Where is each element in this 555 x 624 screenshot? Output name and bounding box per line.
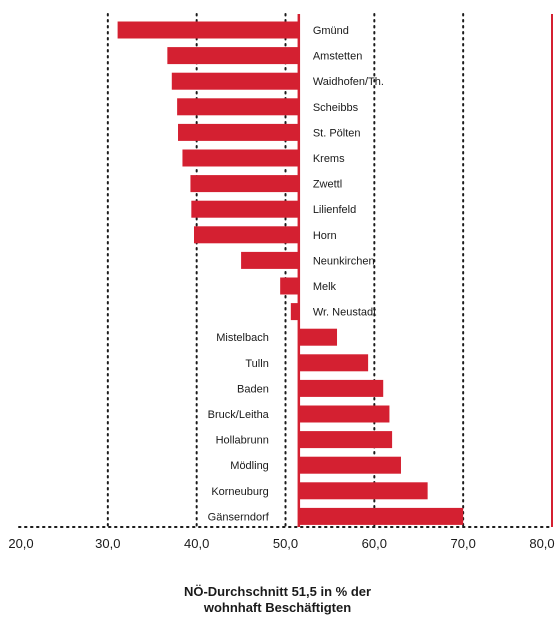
x-tick-label: 60,0: [362, 536, 387, 551]
bar-label: Horn: [313, 230, 337, 242]
footnote-line-1: NÖ-Durchschnitt 51,5 in % der: [183, 584, 372, 599]
bar-label: Baden: [237, 383, 269, 395]
bar: [191, 200, 299, 218]
x-tick-label: 80,0: [529, 536, 554, 551]
x-tick-label: 50,0: [273, 536, 298, 551]
bar: [298, 482, 428, 500]
x-tick-label: 40,0: [184, 536, 209, 551]
bar: [298, 507, 464, 525]
bar: [298, 431, 393, 449]
bar: [298, 456, 401, 474]
bar: [298, 354, 369, 372]
average-footnote: NÖ-Durchschnitt 51,5 in % der wohnhaft B…: [0, 584, 555, 616]
bars: [117, 21, 464, 525]
bar: [298, 328, 338, 346]
bar-label: Waidhofen/Th.: [313, 76, 384, 88]
bar-label: Korneuburg: [211, 486, 269, 498]
bar: [280, 277, 299, 295]
bar: [177, 98, 299, 116]
x-tick-label: 20,0: [8, 536, 33, 551]
bar-label: Zwettl: [313, 179, 342, 191]
footnote-line-2: wohnhaft Beschäftigten: [203, 600, 352, 615]
bar: [182, 149, 299, 167]
x-tick-label: 70,0: [451, 536, 476, 551]
bar-label: Scheibbs: [313, 102, 359, 114]
bar-chart: Gmünd Amstetten Waidhofen/Th. Scheibbs St. P…: [8, 13, 555, 551]
bar-label: Gmünd: [313, 25, 349, 37]
bar-label: Gänserndorf: [208, 511, 270, 523]
bar-label: Mistelbach: [216, 332, 269, 344]
bar: [190, 175, 299, 193]
bar: [117, 21, 299, 39]
gridlines: [106, 13, 465, 528]
x-tick-label: 30,0: [95, 536, 120, 551]
bar-label: Krems: [313, 153, 345, 165]
bar-label: Amstetten: [313, 51, 363, 63]
bar-label: Wr. Neustadt: [313, 307, 376, 319]
bar-label: Melk: [313, 281, 337, 293]
bar: [298, 405, 390, 423]
bar-label: Hollabrunn: [216, 435, 269, 447]
bar-label: Bruck/Leitha: [208, 409, 270, 421]
bar-labels: Gmünd Amstetten Waidhofen/Th. Scheibbs St. P…: [208, 25, 384, 523]
bar-label: Mödling: [230, 460, 269, 472]
x-axis: 20,0 30,0 40,0 50,0 60,0 70,0 80,0: [8, 14, 555, 551]
bar: [178, 123, 299, 141]
bar-label: Lilienfeld: [313, 204, 356, 216]
bar: [241, 251, 299, 269]
bar-label: Tulln: [245, 358, 268, 370]
bar-label: Neunkirchen: [313, 255, 375, 267]
bar: [290, 303, 299, 321]
bar: [167, 47, 299, 65]
bar-label: St. Pölten: [313, 127, 361, 139]
bar: [194, 226, 299, 244]
bar: [298, 379, 384, 397]
bar: [171, 72, 299, 90]
